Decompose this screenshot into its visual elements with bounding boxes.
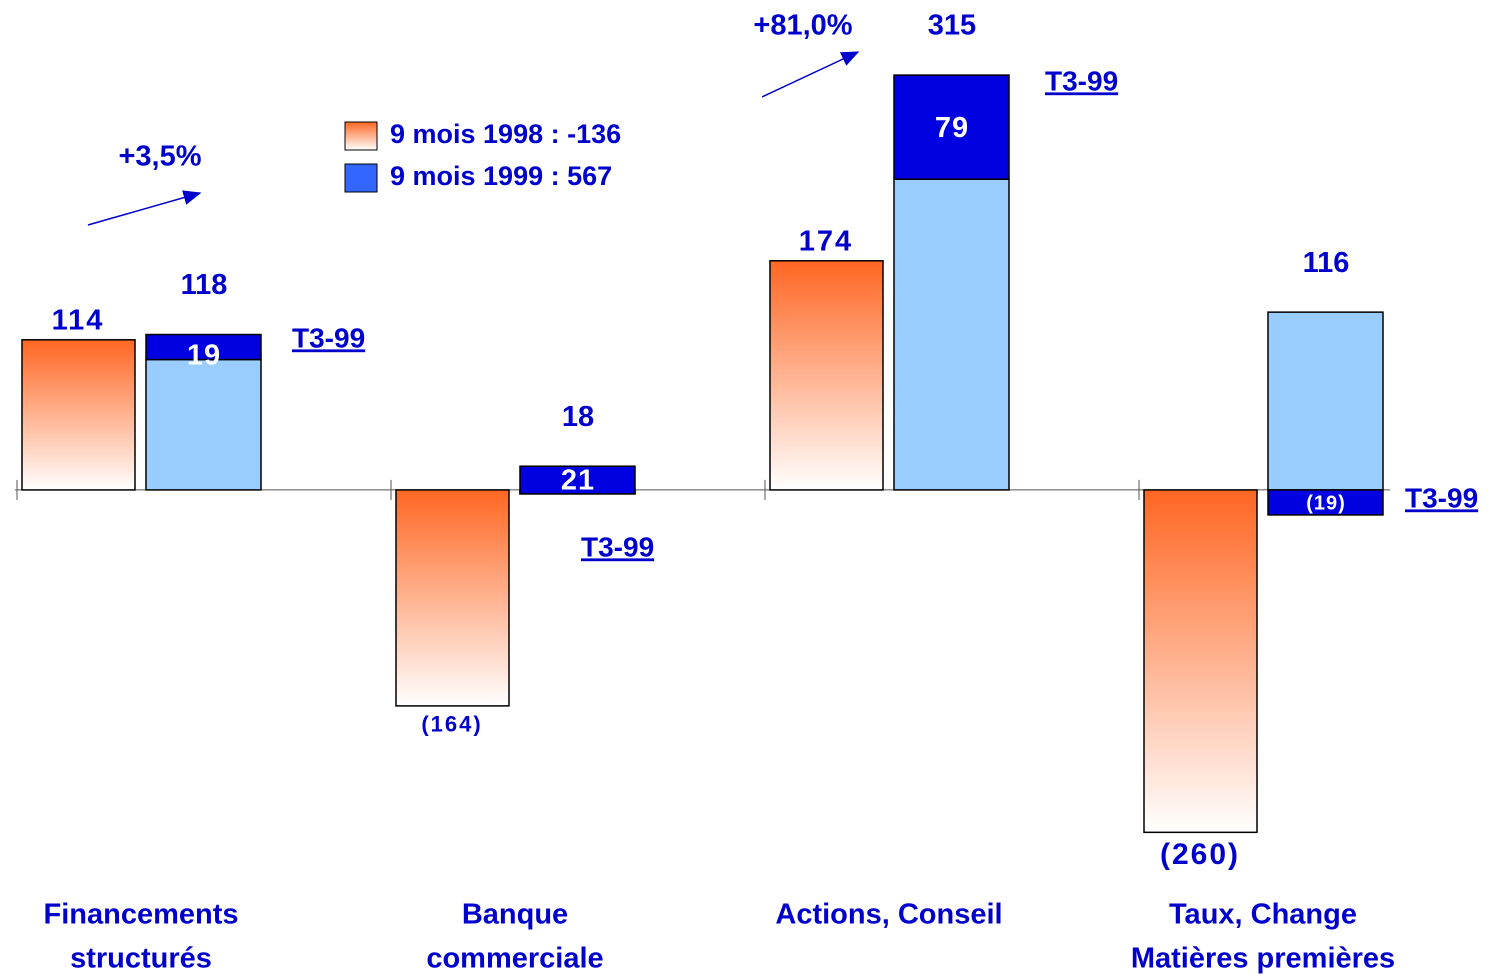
t3-label: 79 [935, 112, 969, 144]
bar-t3 [519, 465, 636, 495]
category-label: Banque [462, 899, 568, 931]
category-label: commerciale [426, 943, 603, 975]
series-name: T3-99 [581, 531, 654, 562]
total-label: 118 [181, 269, 228, 301]
legend-label: 9 mois 1999 : 567 [390, 161, 612, 191]
legend-swatch [344, 163, 378, 193]
annotation: +81,0% [753, 10, 852, 42]
bar-1998 [21, 339, 136, 491]
series-name: T3-99 [292, 322, 365, 353]
trend-arrow [87, 190, 202, 226]
category-label: Financements [44, 899, 239, 931]
series-name: T3-99 [1045, 65, 1118, 96]
bar-1998 [1143, 489, 1258, 834]
data-label: 174 [799, 225, 853, 257]
data-label: (260) [1160, 838, 1240, 871]
legend-label: 9 mois 1998 : -136 [390, 119, 621, 149]
total-label: 116 [1303, 247, 1350, 279]
total-label: 18 [562, 401, 594, 433]
trend-arrow [761, 51, 860, 98]
bar-t3 [1267, 489, 1384, 516]
bar-1999 [1267, 311, 1384, 491]
bar-1999 [145, 358, 262, 491]
data-label: (164) [421, 712, 482, 737]
t3-label: (19) [1306, 493, 1346, 515]
bar-1999 [893, 178, 1010, 491]
category-label: structurés [70, 943, 212, 975]
legend-swatch [344, 121, 378, 151]
t3-label: 21 [561, 465, 595, 497]
category-label: Matières premières [1131, 943, 1395, 975]
total-label: 315 [928, 10, 976, 42]
series-name: T3-99 [1405, 482, 1478, 513]
annotation: +3,5% [118, 141, 201, 173]
t3-label: 19 [187, 340, 221, 372]
category-label: Actions, Conseil [775, 899, 1002, 931]
category-label: Taux, Change [1169, 899, 1357, 931]
bar-1998 [769, 260, 884, 491]
bar-t3 [145, 333, 262, 361]
bar-1998 [395, 489, 510, 707]
data-label: 114 [52, 304, 105, 336]
bar-t3 [893, 74, 1010, 180]
